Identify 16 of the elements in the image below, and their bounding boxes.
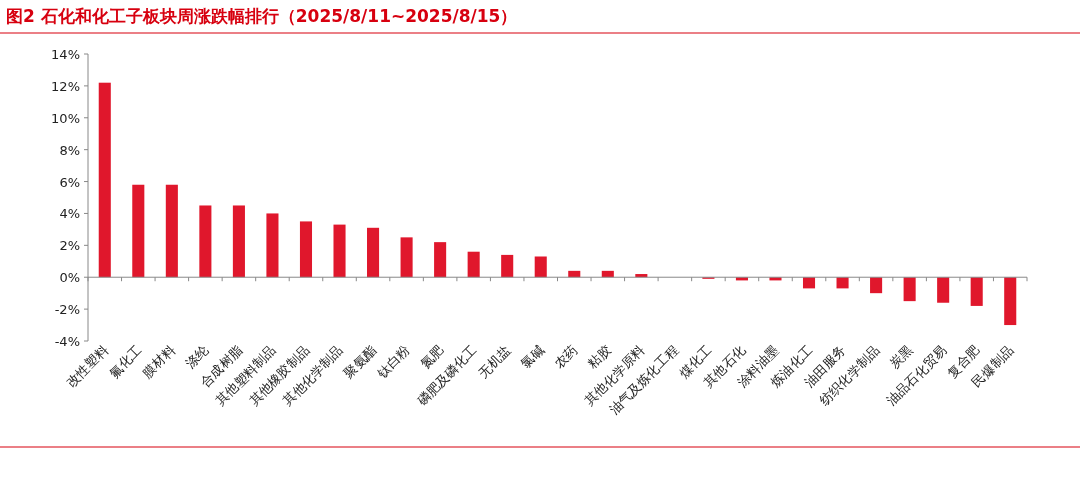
chart-title: 图2 石化和化工子板块周涨跌幅排行（2025/8/11~2025/8/15） <box>6 6 518 26</box>
y-tick-label: 6% <box>59 174 80 190</box>
x-tick-label: 涤纶 <box>182 342 212 372</box>
y-tick-label: 4% <box>59 206 80 222</box>
y-tick-label: 2% <box>59 238 80 254</box>
x-tick-label: 氯碱 <box>517 342 547 372</box>
x-tick-label: 炭黑 <box>886 342 916 372</box>
y-tick-label: 14% <box>51 47 80 62</box>
x-tick-label: 粘胶 <box>584 342 614 372</box>
y-tick-label: 8% <box>59 142 80 158</box>
y-tick-label: 0% <box>59 270 80 286</box>
y-tick-label: -2% <box>54 302 80 318</box>
y-tick-label: 12% <box>51 78 80 94</box>
x-tick-label: 农药 <box>551 342 581 372</box>
y-tick-label: -4% <box>54 334 80 349</box>
y-tick-label: 10% <box>51 110 80 126</box>
